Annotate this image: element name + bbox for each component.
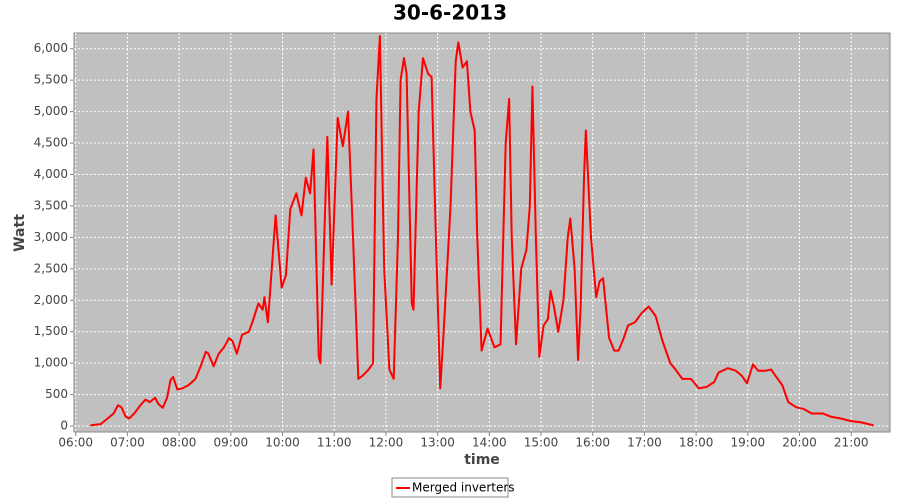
legend: Merged inverters [391,477,515,498]
x-tick-label: 10:00 [265,436,300,450]
legend-box [391,477,509,498]
x-tick-label: 15:00 [524,436,559,450]
y-tick-label: 6,000 [34,41,68,55]
y-tick-label: 3,000 [34,230,68,244]
y-tick-label: 5,000 [34,104,68,118]
x-tick-label: 14:00 [472,436,507,450]
x-tick-label: 11:00 [317,436,352,450]
x-tick-label: 21:00 [834,436,869,450]
y-tick-label: 3,500 [34,198,68,212]
x-tick-label: 17:00 [627,436,662,450]
x-tick-label: 19:00 [731,436,766,450]
x-tick-label: 07:00 [110,436,145,450]
x-tick-label: 12:00 [369,436,404,450]
x-tick-label: 08:00 [162,436,197,450]
y-tick-label: 1,500 [34,324,68,338]
marks [90,35,874,427]
x-tick-label: 09:00 [214,436,249,450]
data-line [90,35,874,427]
y-axis-label: Watt [12,214,28,252]
legend-label: Merged inverters [412,481,515,495]
grid [74,33,890,432]
plot-area [73,32,891,433]
x-tick-label: 18:00 [679,436,714,450]
y-tick-label: 500 [45,387,68,401]
chart-title: 30-6-2013 [393,1,507,25]
x-tick-label: 20:00 [782,436,817,450]
y-tick-label: 5,500 [34,73,68,87]
y-tick-label: 2,000 [34,293,68,307]
x-tick-label: 06:00 [58,436,93,450]
x-tick-label: 16:00 [575,436,610,450]
y-tick-label: 2,500 [34,261,68,275]
x-axis-label: time [464,452,500,468]
y-tick-label: 4,000 [34,167,68,181]
x-tick-label: 13:00 [420,436,455,450]
y-tick-label: 4,500 [34,136,68,150]
y-tick-label: 1,000 [34,356,68,370]
y-tick-label: 0 [60,419,68,433]
